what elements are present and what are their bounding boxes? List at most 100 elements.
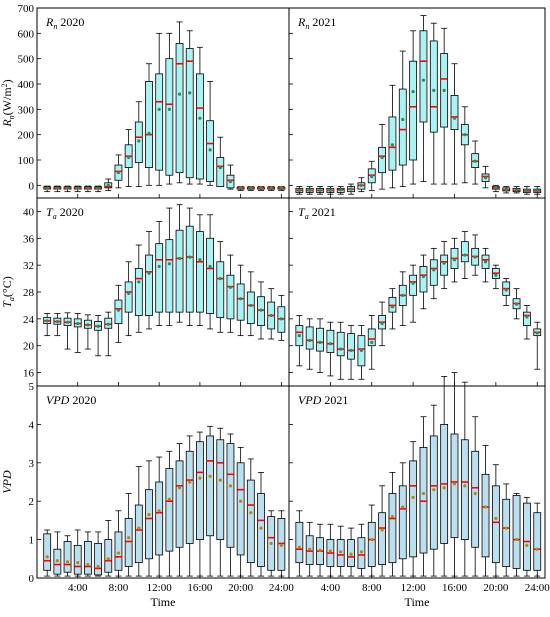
mean-marker <box>65 560 70 564</box>
box-rn-2021-h19 <box>481 165 490 189</box>
box-vpd-2020-h15 <box>185 435 194 577</box>
box-rn-2021-h14 <box>429 22 438 185</box>
box-vpd-2020-h20 <box>236 447 245 577</box>
box-iqr <box>134 504 143 564</box>
y-tick-label: 200 <box>18 130 35 142</box>
box-vpd-2020-h7 <box>104 520 113 577</box>
box-iqr <box>185 225 194 313</box>
y-tick-label: 100 <box>18 155 35 167</box>
box-vpd-2020-h24 <box>277 510 286 577</box>
y-label-main: R <box>0 119 14 128</box>
box-ta-2020-h15 <box>185 207 194 326</box>
mean-marker <box>269 186 273 190</box>
y-tick-label: 28 <box>23 287 35 299</box>
box-iqr <box>347 333 355 360</box>
box-vpd-2021-h4 <box>326 523 335 577</box>
mean-marker <box>127 291 131 295</box>
box-vpd-2021-h20 <box>491 464 500 577</box>
box-iqr <box>450 95 459 131</box>
y-label-unit: (°C) <box>0 276 14 297</box>
box-ta-2020-h16 <box>196 214 204 326</box>
mean-marker <box>55 186 59 190</box>
x-tick-label: 24:00 <box>269 582 295 594</box>
mean-marker <box>167 262 171 266</box>
box-iqr <box>409 60 418 161</box>
panel-title: Rn 2020 <box>45 15 84 31</box>
mean-marker <box>535 547 539 551</box>
mean-marker <box>308 338 312 342</box>
y-tick-label: 16 <box>23 368 35 380</box>
panel-title-sub: n <box>305 22 309 31</box>
mean-marker <box>380 155 384 160</box>
box-ta-2021-h15 <box>440 241 449 290</box>
mean-marker <box>421 78 426 82</box>
box-iqr <box>145 254 153 316</box>
mean-marker <box>137 280 141 284</box>
x-tick-label: 20:00 <box>483 582 509 594</box>
mean-marker <box>370 174 374 179</box>
mean-marker <box>442 88 446 92</box>
mean-marker <box>411 90 415 94</box>
box-vpd-2020-h17 <box>206 425 214 577</box>
box-ta-2020-h4 <box>73 313 82 353</box>
box-vpd-2021-h2 <box>305 521 314 577</box>
box-iqr <box>196 231 204 313</box>
mean-marker <box>45 555 49 559</box>
box-iqr <box>73 544 82 575</box>
box-ta-2021-h24 <box>533 321 542 370</box>
box-vpd-2020-h6 <box>94 531 102 577</box>
box-vpd-2021-h22 <box>512 493 521 577</box>
box-iqr <box>450 433 459 539</box>
box-iqr <box>419 30 428 123</box>
x-tick-label: 12:00 <box>401 582 427 594</box>
box-iqr <box>522 311 531 326</box>
box-vpd-2021-h24 <box>533 502 542 577</box>
y-label-main: VPD <box>0 470 14 494</box>
y-axis-label: Ta(°C) <box>0 276 16 307</box>
mean-marker <box>380 528 384 532</box>
box-iqr <box>533 512 542 571</box>
y-tick-label: 36 <box>23 233 35 245</box>
mean-marker <box>359 183 364 187</box>
mean-marker <box>208 148 212 152</box>
mean-marker <box>328 188 332 192</box>
box-iqr <box>409 274 418 296</box>
box-vpd-2020-h8 <box>114 510 123 577</box>
x-tick-label: 20:00 <box>228 582 254 594</box>
box-iqr <box>246 479 255 564</box>
box-iqr <box>246 291 255 324</box>
box-iqr <box>367 521 376 567</box>
y-tick-label: 500 <box>18 54 35 66</box>
mean-marker <box>401 293 405 297</box>
mean-marker <box>218 478 222 482</box>
box-rn-2021-h1 <box>295 186 304 195</box>
box-rn-2021-h2 <box>305 186 314 195</box>
y-tick-label: 32 <box>23 260 34 272</box>
box-rn-2021-h13 <box>419 15 428 182</box>
mean-marker <box>86 562 90 567</box>
box-vpd-2020-h21 <box>246 458 255 577</box>
box-iqr <box>145 489 153 560</box>
box-rn-2021-h20 <box>491 184 500 193</box>
mean-marker <box>514 188 519 192</box>
box-vpd-2021-h1 <box>295 510 304 577</box>
box-iqr <box>155 243 164 313</box>
mean-marker <box>504 188 508 192</box>
box-vpd-2021-h11 <box>398 462 407 577</box>
box-vpd-2021-h13 <box>419 416 428 577</box>
y-tick-label: 5 <box>29 381 35 393</box>
mean-marker <box>239 297 243 301</box>
mean-marker <box>45 319 49 323</box>
box-rn-2020-h23 <box>267 186 276 191</box>
mean-marker <box>86 323 90 327</box>
box-rn-2021-h9 <box>378 124 386 190</box>
box-iqr <box>398 485 407 560</box>
panel-title-sub: a <box>305 212 309 221</box>
box-ta-2020-h20 <box>236 264 245 337</box>
mean-marker <box>137 526 141 530</box>
box-iqr <box>216 261 225 318</box>
panel-title-var: VPD <box>298 393 322 407</box>
box-rn-2020-h12 <box>155 32 164 186</box>
